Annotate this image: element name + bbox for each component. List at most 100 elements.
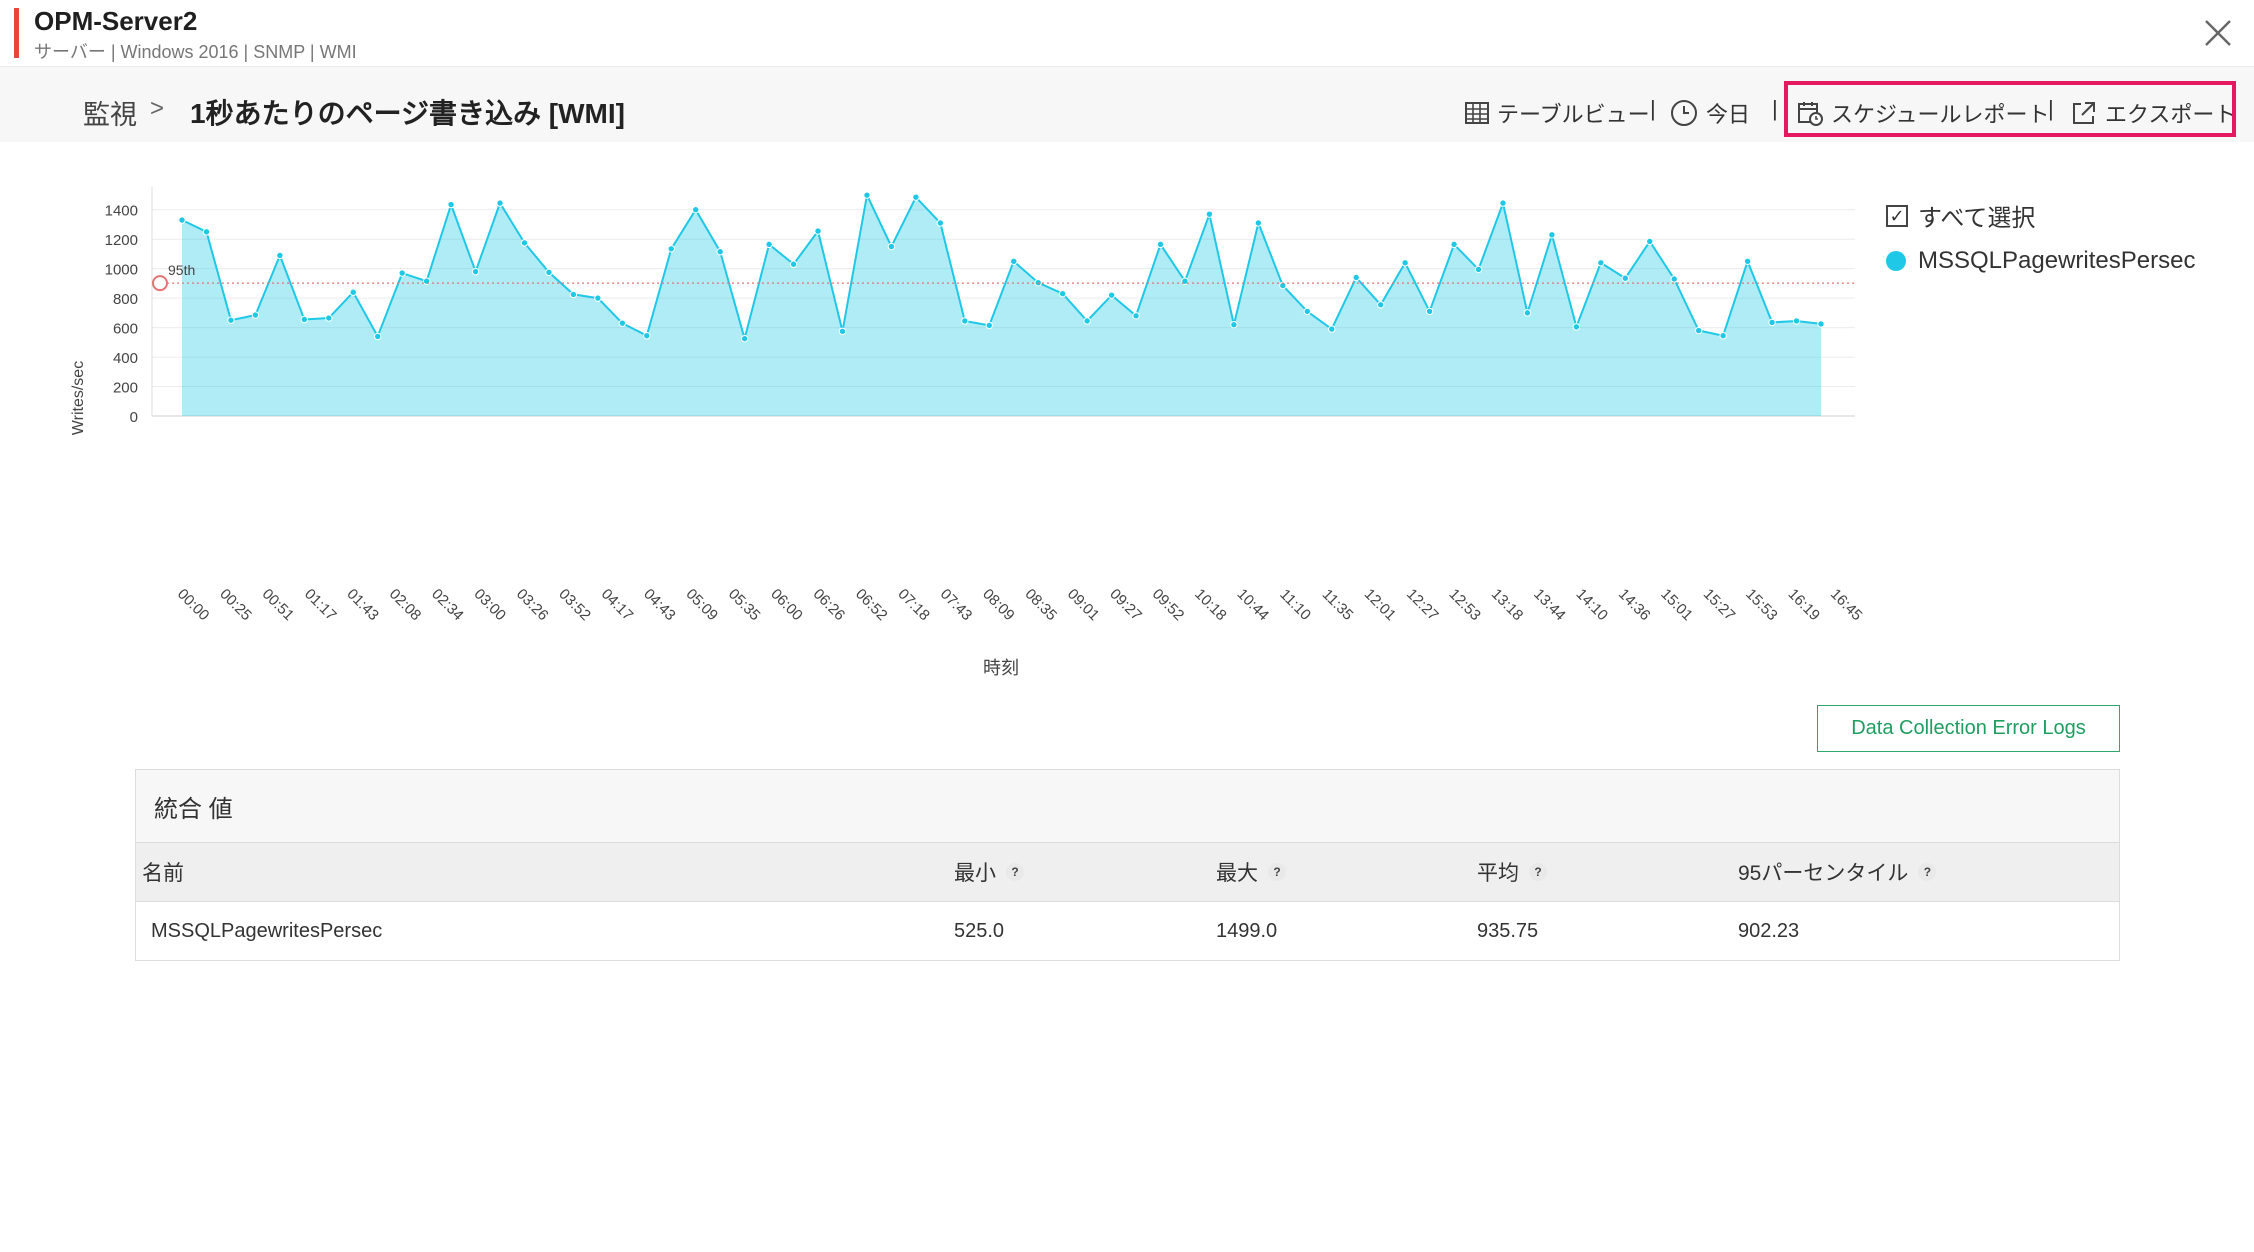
threshold-label: 95th [168, 262, 195, 278]
toolbar-separator: | [1650, 96, 1656, 121]
data-point [1425, 307, 1434, 316]
server-meta: サーバー | Windows 2016 | SNMP | WMI [34, 42, 357, 62]
data-collection-error-logs-button[interactable]: Data Collection Error Logs [1817, 705, 2120, 752]
x-tick-label: 12:53 [1445, 586, 1484, 625]
export-icon [2073, 102, 2095, 124]
data-point [496, 199, 504, 207]
data-point [1768, 318, 1776, 327]
data-point [1107, 291, 1116, 299]
table-view-button[interactable]: テーブルビュー [1465, 97, 1650, 129]
x-tick-label: 03:26 [513, 586, 552, 625]
today-button[interactable]: 今日 [1670, 97, 1750, 129]
data-point [545, 268, 553, 277]
x-tick-label: 09:52 [1149, 586, 1188, 625]
data-point [1450, 240, 1458, 249]
column-header-p95: 95パーセンタイル? [1738, 843, 1937, 901]
table-icon [1465, 102, 1489, 124]
x-tick-label: 10:44 [1234, 586, 1273, 625]
data-point [594, 294, 602, 302]
x-tick-label: 09:01 [1064, 586, 1103, 625]
x-tick-label: 07:18 [894, 586, 933, 625]
today-label: 今日 [1706, 102, 1751, 127]
data-point [985, 321, 993, 330]
checkbox-checked-icon: ✓ [1886, 204, 1908, 227]
export-button[interactable]: エクスポート [2071, 97, 2236, 129]
data-point [1205, 210, 1214, 218]
data-point [1719, 332, 1727, 340]
data-point [1401, 259, 1409, 267]
data-point [936, 219, 945, 227]
chart-legend: ✓ すべて選択 MSSQLPagewritesPersec [1886, 198, 2195, 275]
x-tick-label: 06:26 [810, 586, 849, 625]
data-point [447, 200, 455, 209]
x-tick-label: 08:09 [979, 586, 1018, 625]
x-tick-label: 14:36 [1615, 586, 1654, 625]
column-header-max: 最大? [1216, 843, 1286, 901]
data-point [643, 332, 651, 340]
x-axis-label: 時刻 [983, 658, 1019, 678]
legend-color-dot [1886, 251, 1906, 271]
table-header-row: 名前 最小? 最大? 平均? 95パーセンタイル? [136, 843, 2119, 902]
chart-series-area [181, 191, 1822, 416]
x-tick-label: 11:35 [1319, 586, 1357, 624]
data-point [692, 206, 700, 214]
legend-item-series[interactable]: MSSQLPagewritesPersec [1886, 247, 2195, 275]
cell-avg: 935.75 [1477, 919, 1539, 942]
help-icon[interactable]: ? [1918, 863, 1937, 881]
select-all-checkbox[interactable]: ✓ すべて選択 [1886, 198, 2195, 233]
x-tick-label: 01:43 [343, 586, 382, 625]
page-writes-chart: 95th 0 200 400 600 800 1000 1200 1400 00:00 00:2… [70, 187, 1865, 678]
breadcrumb-root-link[interactable]: 監視 [83, 100, 137, 130]
cell-name: MSSQLPagewritesPersec [151, 919, 383, 942]
data-point [1132, 312, 1140, 320]
data-point [178, 216, 186, 224]
y-tick-label: 400 [113, 350, 138, 367]
data-point [1694, 326, 1703, 335]
data-point [912, 193, 920, 201]
toolbar-separator: | [1772, 96, 1778, 121]
data-point [1474, 265, 1483, 274]
y-tick-label: 1000 [105, 262, 138, 279]
x-tick-label: 05:09 [683, 586, 722, 625]
x-tick-label: 12:27 [1403, 586, 1442, 625]
data-point [251, 311, 260, 319]
help-icon[interactable]: ? [1006, 863, 1024, 881]
breadcrumb-separator: > [150, 95, 165, 122]
summary-table-title: 統合 値 [136, 770, 2119, 843]
x-tick-label: 05:35 [725, 586, 764, 625]
x-tick-label: 00:51 [259, 586, 298, 625]
y-tick-label: 0 [130, 409, 138, 426]
close-icon[interactable] [2203, 18, 2233, 48]
data-point [374, 332, 382, 341]
x-tick-label: 03:52 [555, 586, 594, 625]
data-point [1254, 219, 1263, 227]
y-tick-label: 200 [113, 380, 138, 397]
chart-y-axis: 0 200 400 600 800 1000 1200 1400 [105, 203, 138, 426]
column-header-name: 名前 [142, 862, 184, 885]
help-icon[interactable]: ? [1268, 863, 1286, 881]
data-point [961, 317, 969, 325]
legend-series-label: MSSQLPagewritesPersec [1918, 247, 2196, 274]
export-label: エクスポート [2105, 102, 2237, 127]
data-point [569, 290, 578, 299]
data-point [1279, 281, 1287, 290]
data-point [1597, 259, 1605, 267]
data-point [740, 334, 749, 343]
x-tick-label: 04:43 [640, 586, 679, 625]
series-area-fill [182, 195, 1821, 416]
x-tick-label: 00:00 [174, 586, 213, 625]
data-point [520, 239, 529, 247]
data-point [1670, 275, 1678, 283]
schedule-report-button[interactable]: スケジュールレポート [1797, 97, 2049, 129]
cell-p95: 902.23 [1738, 919, 1800, 942]
x-tick-label: 15:27 [1700, 586, 1739, 625]
data-point [863, 191, 871, 199]
x-tick-label: 03:00 [471, 586, 510, 625]
x-tick-label: 10:18 [1191, 586, 1230, 625]
data-point [667, 245, 675, 253]
data-point [1010, 257, 1018, 266]
x-tick-label: 15:53 [1742, 586, 1781, 625]
help-icon[interactable]: ? [1529, 863, 1547, 881]
x-tick-label: 02:08 [386, 586, 425, 625]
data-point [1328, 325, 1336, 333]
